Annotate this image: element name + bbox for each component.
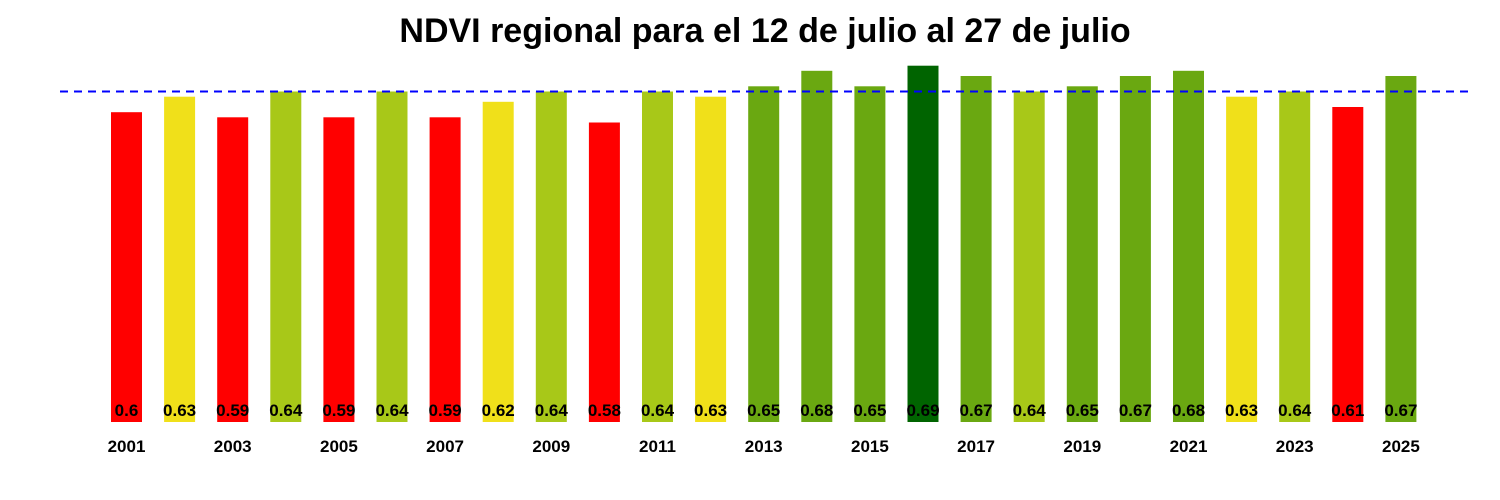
value-label-2005: 0.59 — [322, 401, 355, 420]
value-label-2022: 0.63 — [1225, 401, 1258, 420]
x-tick-2025: 2025 — [1382, 437, 1420, 456]
x-tick-2009: 2009 — [532, 437, 570, 456]
value-label-2006: 0.64 — [375, 401, 409, 420]
x-tick-2001: 2001 — [108, 437, 146, 456]
bar-2014 — [801, 70, 833, 423]
value-label-2024: 0.61 — [1331, 401, 1364, 420]
value-label-2004: 0.64 — [269, 401, 303, 420]
value-label-2012: 0.63 — [694, 401, 727, 420]
bar-2025 — [1385, 76, 1417, 422]
bar-2003 — [217, 117, 249, 423]
bar-2011 — [642, 91, 673, 422]
bars-group — [111, 65, 1417, 423]
x-tick-2005: 2005 — [320, 437, 358, 456]
bar-2019 — [1066, 86, 1098, 423]
value-label-2023: 0.64 — [1278, 401, 1312, 420]
x-tick-2013: 2013 — [745, 437, 783, 456]
bar-2001 — [111, 112, 142, 422]
bar-2022 — [1226, 96, 1258, 422]
value-label-2017: 0.67 — [960, 401, 993, 420]
x-tick-2015: 2015 — [851, 437, 889, 456]
bar-2023 — [1279, 91, 1311, 422]
bar-2002 — [164, 96, 196, 422]
bar-2015 — [854, 86, 886, 423]
x-tick-2003: 2003 — [214, 437, 252, 456]
value-label-2014: 0.68 — [800, 401, 833, 420]
bar-2005 — [323, 117, 355, 423]
value-label-2025: 0.67 — [1384, 401, 1417, 420]
x-tick-2023: 2023 — [1276, 437, 1314, 456]
value-label-2008: 0.62 — [482, 401, 515, 420]
bar-2009 — [535, 91, 567, 422]
value-label-2016: 0.69 — [906, 401, 939, 420]
value-label-2001: 0.6 — [115, 401, 139, 420]
value-label-2010: 0.58 — [588, 401, 621, 420]
value-label-2019: 0.65 — [1066, 401, 1099, 420]
bar-2012 — [695, 96, 727, 422]
value-label-2003: 0.59 — [216, 401, 249, 420]
bar-2008 — [482, 101, 514, 423]
bar-2013 — [748, 86, 780, 423]
bar-2004 — [270, 91, 302, 422]
value-label-2015: 0.65 — [853, 401, 886, 420]
bar-2010 — [588, 122, 620, 422]
bar-2024 — [1332, 107, 1364, 422]
x-tick-2007: 2007 — [426, 437, 464, 456]
value-labels-group: 0.6 0.63 0.59 0.64 0.59 0.64 0.59 0.62 0.64 0.58 0… — [115, 401, 1418, 420]
x-tick-labels-group: 2001 2003 2005 2007 2009 2011 2013 2015 2017 2019… — [108, 437, 1420, 456]
bar-2006 — [376, 91, 408, 422]
bar-2021 — [1173, 70, 1204, 423]
value-label-2020: 0.67 — [1119, 401, 1152, 420]
value-label-2018: 0.64 — [1013, 401, 1047, 420]
bar-2016 — [907, 65, 939, 422]
value-label-2013: 0.65 — [747, 401, 780, 420]
value-label-2011: 0.64 — [641, 401, 675, 420]
x-tick-2019: 2019 — [1063, 437, 1101, 456]
value-label-2021: 0.68 — [1172, 401, 1205, 420]
bar-2020 — [1119, 76, 1151, 422]
value-label-2009: 0.64 — [535, 401, 569, 420]
x-tick-2017: 2017 — [957, 437, 995, 456]
value-label-2002: 0.63 — [163, 401, 196, 420]
value-label-2007: 0.59 — [429, 401, 462, 420]
chart-title: NDVI regional para el 12 de julio al 27 … — [399, 12, 1131, 50]
x-tick-2011: 2011 — [639, 437, 676, 456]
x-tick-2021: 2021 — [1170, 437, 1208, 456]
bar-2018 — [1013, 91, 1045, 422]
bar-2007 — [429, 117, 461, 423]
bar-2017 — [960, 76, 992, 422]
